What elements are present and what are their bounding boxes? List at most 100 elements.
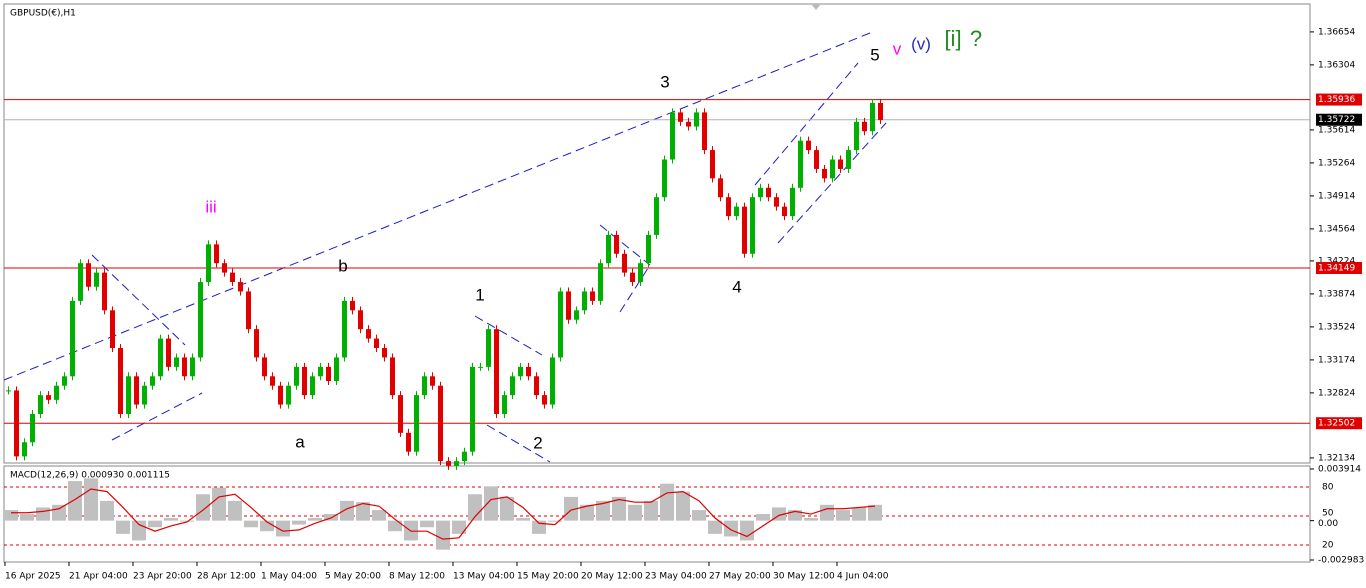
candle <box>62 376 67 386</box>
macd-bar <box>628 504 642 521</box>
candle <box>654 197 659 235</box>
candle <box>822 168 827 179</box>
level-label-bg <box>1316 93 1362 106</box>
candle <box>110 310 115 349</box>
candle <box>398 395 403 433</box>
macd-bar <box>756 514 770 521</box>
trendline <box>777 122 887 244</box>
candle <box>494 329 499 414</box>
wave-label: v <box>893 39 902 58</box>
macd-bar <box>116 520 130 534</box>
candle <box>70 300 75 377</box>
candle <box>278 385 283 405</box>
macd-bar <box>724 520 738 537</box>
wave-label: (v) <box>911 34 931 53</box>
candle <box>230 272 235 283</box>
candle <box>518 366 523 377</box>
y-tick-label: 1.34914 <box>1318 191 1355 201</box>
y-tick-label: -0.002983 <box>1318 556 1364 566</box>
macd-bar <box>180 520 194 522</box>
candle <box>94 272 99 287</box>
candle <box>382 348 387 358</box>
candle <box>302 366 307 396</box>
x-tick-label: 30 May 12:00 <box>773 572 835 582</box>
trendline <box>599 224 651 266</box>
macd-bar <box>420 520 434 528</box>
candle <box>270 376 275 386</box>
macd-bar <box>100 500 114 521</box>
candle <box>566 291 571 320</box>
candle <box>134 376 139 405</box>
macd-bar <box>548 520 562 522</box>
macd-bar <box>820 504 834 521</box>
y-tick-label: 0.00 <box>1318 519 1338 529</box>
macd-bar <box>196 494 210 521</box>
macd-bar <box>708 520 722 534</box>
macd-bar <box>740 520 754 541</box>
macd-bar <box>660 483 674 521</box>
candle <box>686 121 691 127</box>
x-tick-label: 21 Apr 04:00 <box>69 572 128 582</box>
candle <box>862 121 867 132</box>
candle <box>774 197 779 207</box>
macd-bar <box>436 520 450 550</box>
macd-bar <box>20 514 34 521</box>
macd-bar <box>244 520 258 528</box>
candle <box>6 390 11 392</box>
y2-tick-label: 80 <box>1322 482 1334 492</box>
candle <box>238 282 243 292</box>
candle <box>486 329 491 367</box>
candle <box>350 300 355 311</box>
candle <box>846 150 851 169</box>
macd-bar <box>164 518 178 521</box>
macd-bar <box>596 500 610 521</box>
macd-bar <box>308 518 322 521</box>
candle <box>718 178 723 198</box>
wave-label: iii <box>205 197 216 216</box>
candle <box>46 395 51 400</box>
shift-marker <box>811 4 821 10</box>
y2-tick-label: 50 <box>1322 508 1334 518</box>
candle <box>30 413 35 443</box>
wave-label: 3 <box>660 72 669 91</box>
macd-bar <box>788 510 802 521</box>
trendline <box>754 62 859 186</box>
macd-bar <box>276 520 290 537</box>
candle <box>438 385 443 462</box>
macd-bar <box>36 507 50 521</box>
candle <box>254 329 259 358</box>
candle <box>310 376 315 396</box>
candle <box>502 395 507 414</box>
y-tick-label: 1.36654 <box>1318 27 1355 37</box>
current-price-label: 1.35722 <box>1318 115 1355 125</box>
macd-bar <box>388 520 402 532</box>
candle <box>798 140 803 188</box>
candle <box>806 140 811 151</box>
candle <box>550 357 555 405</box>
candle <box>214 244 219 264</box>
candle <box>694 112 699 127</box>
candle <box>78 263 83 301</box>
wave-label: 4 <box>732 277 741 296</box>
macd-bar <box>676 491 690 521</box>
candle <box>526 366 531 377</box>
candle <box>830 159 835 179</box>
y-tick-label: 1.34224 <box>1318 256 1355 266</box>
candle <box>406 432 411 452</box>
candle <box>510 376 515 396</box>
candle <box>758 187 763 198</box>
level-label: 1.32502 <box>1318 419 1355 429</box>
wave-label: 5 <box>870 45 879 64</box>
candle <box>734 206 739 217</box>
candle <box>790 187 795 217</box>
candle <box>430 376 435 386</box>
y-tick-label: 0.003914 <box>1318 465 1361 475</box>
candle <box>22 442 27 457</box>
macd-bar <box>644 500 658 521</box>
macd-bar <box>452 520 466 534</box>
y-tick-label: 1.33174 <box>1318 355 1355 365</box>
trendlines <box>3 32 887 463</box>
wave-label: b <box>338 256 347 275</box>
candle <box>190 357 195 377</box>
